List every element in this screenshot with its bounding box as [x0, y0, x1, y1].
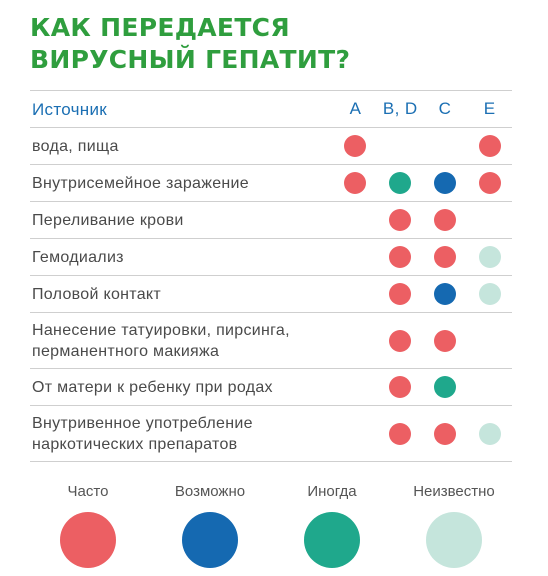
frequent-dot [389, 246, 412, 268]
row-source: Половой контакт [32, 285, 162, 303]
unknown-dot [478, 422, 501, 445]
legend-swatch [426, 512, 482, 568]
frequent-dot [433, 329, 456, 352]
legend-swatch [304, 512, 360, 568]
possible-dot [433, 172, 456, 194]
sometimes-dot [389, 172, 412, 194]
col-header-c: C [438, 99, 452, 118]
row-source: Гемодиализ [32, 248, 124, 266]
page-title: КАК ПЕРЕДАЕТСЯ ВИРУСНЫЙ ГЕПАТИТ? [30, 12, 350, 76]
col-header-e: E [483, 99, 496, 118]
frequent-dot [433, 246, 456, 268]
table-row: Половой контакт [30, 276, 512, 313]
legend: Часто Возможно Иногда Неизвестно [30, 482, 512, 568]
transmission-table: Источник A B, D C E вода, пища Внутрисем… [30, 90, 512, 462]
row-source: От матери к ребенку при родах [32, 378, 273, 396]
row-source: Переливание крови [32, 211, 184, 229]
row-source: Внутрисемейное заражение [32, 174, 249, 192]
row-source: Нанесение татуировки, пирсинга, перманен… [32, 321, 290, 360]
table-row: Внутрисемейное заражение [30, 165, 512, 202]
legend-item-sometimes: Иногда [274, 482, 390, 568]
frequent-dot [389, 283, 412, 305]
frequent-dot [389, 376, 412, 398]
table-row: Переливание крови [30, 202, 512, 239]
table-header: Источник A B, D C E [30, 91, 512, 128]
table-row: Нанесение татуировки, пирсинга, перманен… [30, 313, 512, 369]
source-column-header: Источник [32, 99, 107, 119]
title-line-1: КАК ПЕРЕДАЕТСЯ [30, 13, 290, 42]
legend-swatch [182, 512, 238, 568]
legend-label: Часто [67, 483, 109, 500]
col-header-bd: B, D [382, 99, 418, 118]
frequent-dot [478, 172, 501, 194]
frequent-dot [389, 329, 412, 352]
frequent-dot [389, 422, 412, 445]
table-row: От матери к ребенку при родах [30, 369, 512, 406]
legend-item-unknown: Неизвестно [396, 482, 512, 568]
frequent-dot [478, 135, 501, 157]
title-line-2: ВИРУСНЫЙ ГЕПАТИТ? [30, 45, 351, 74]
frequent-dot [344, 135, 367, 157]
possible-dot [433, 283, 456, 305]
legend-label: Неизвестно [413, 483, 495, 500]
legend-label: Иногда [307, 483, 357, 500]
row-source: Внутривенное употребление наркотических … [32, 414, 253, 453]
legend-item-frequent: Часто [30, 482, 146, 568]
table-row: Гемодиализ [30, 239, 512, 276]
row-source: вода, пища [32, 137, 119, 155]
legend-label: Возможно [174, 483, 246, 500]
legend-swatch [60, 512, 116, 568]
unknown-dot [478, 246, 501, 268]
table-row: Внутривенное употребление наркотических … [30, 406, 512, 462]
table-row: вода, пища [30, 128, 512, 165]
frequent-dot [389, 209, 412, 231]
unknown-dot [478, 283, 501, 305]
frequent-dot [433, 209, 456, 231]
legend-item-possible: Возможно [152, 482, 268, 568]
col-header-a: A [349, 99, 362, 118]
frequent-dot [344, 172, 367, 194]
sometimes-dot [433, 376, 456, 398]
frequent-dot [433, 422, 456, 445]
